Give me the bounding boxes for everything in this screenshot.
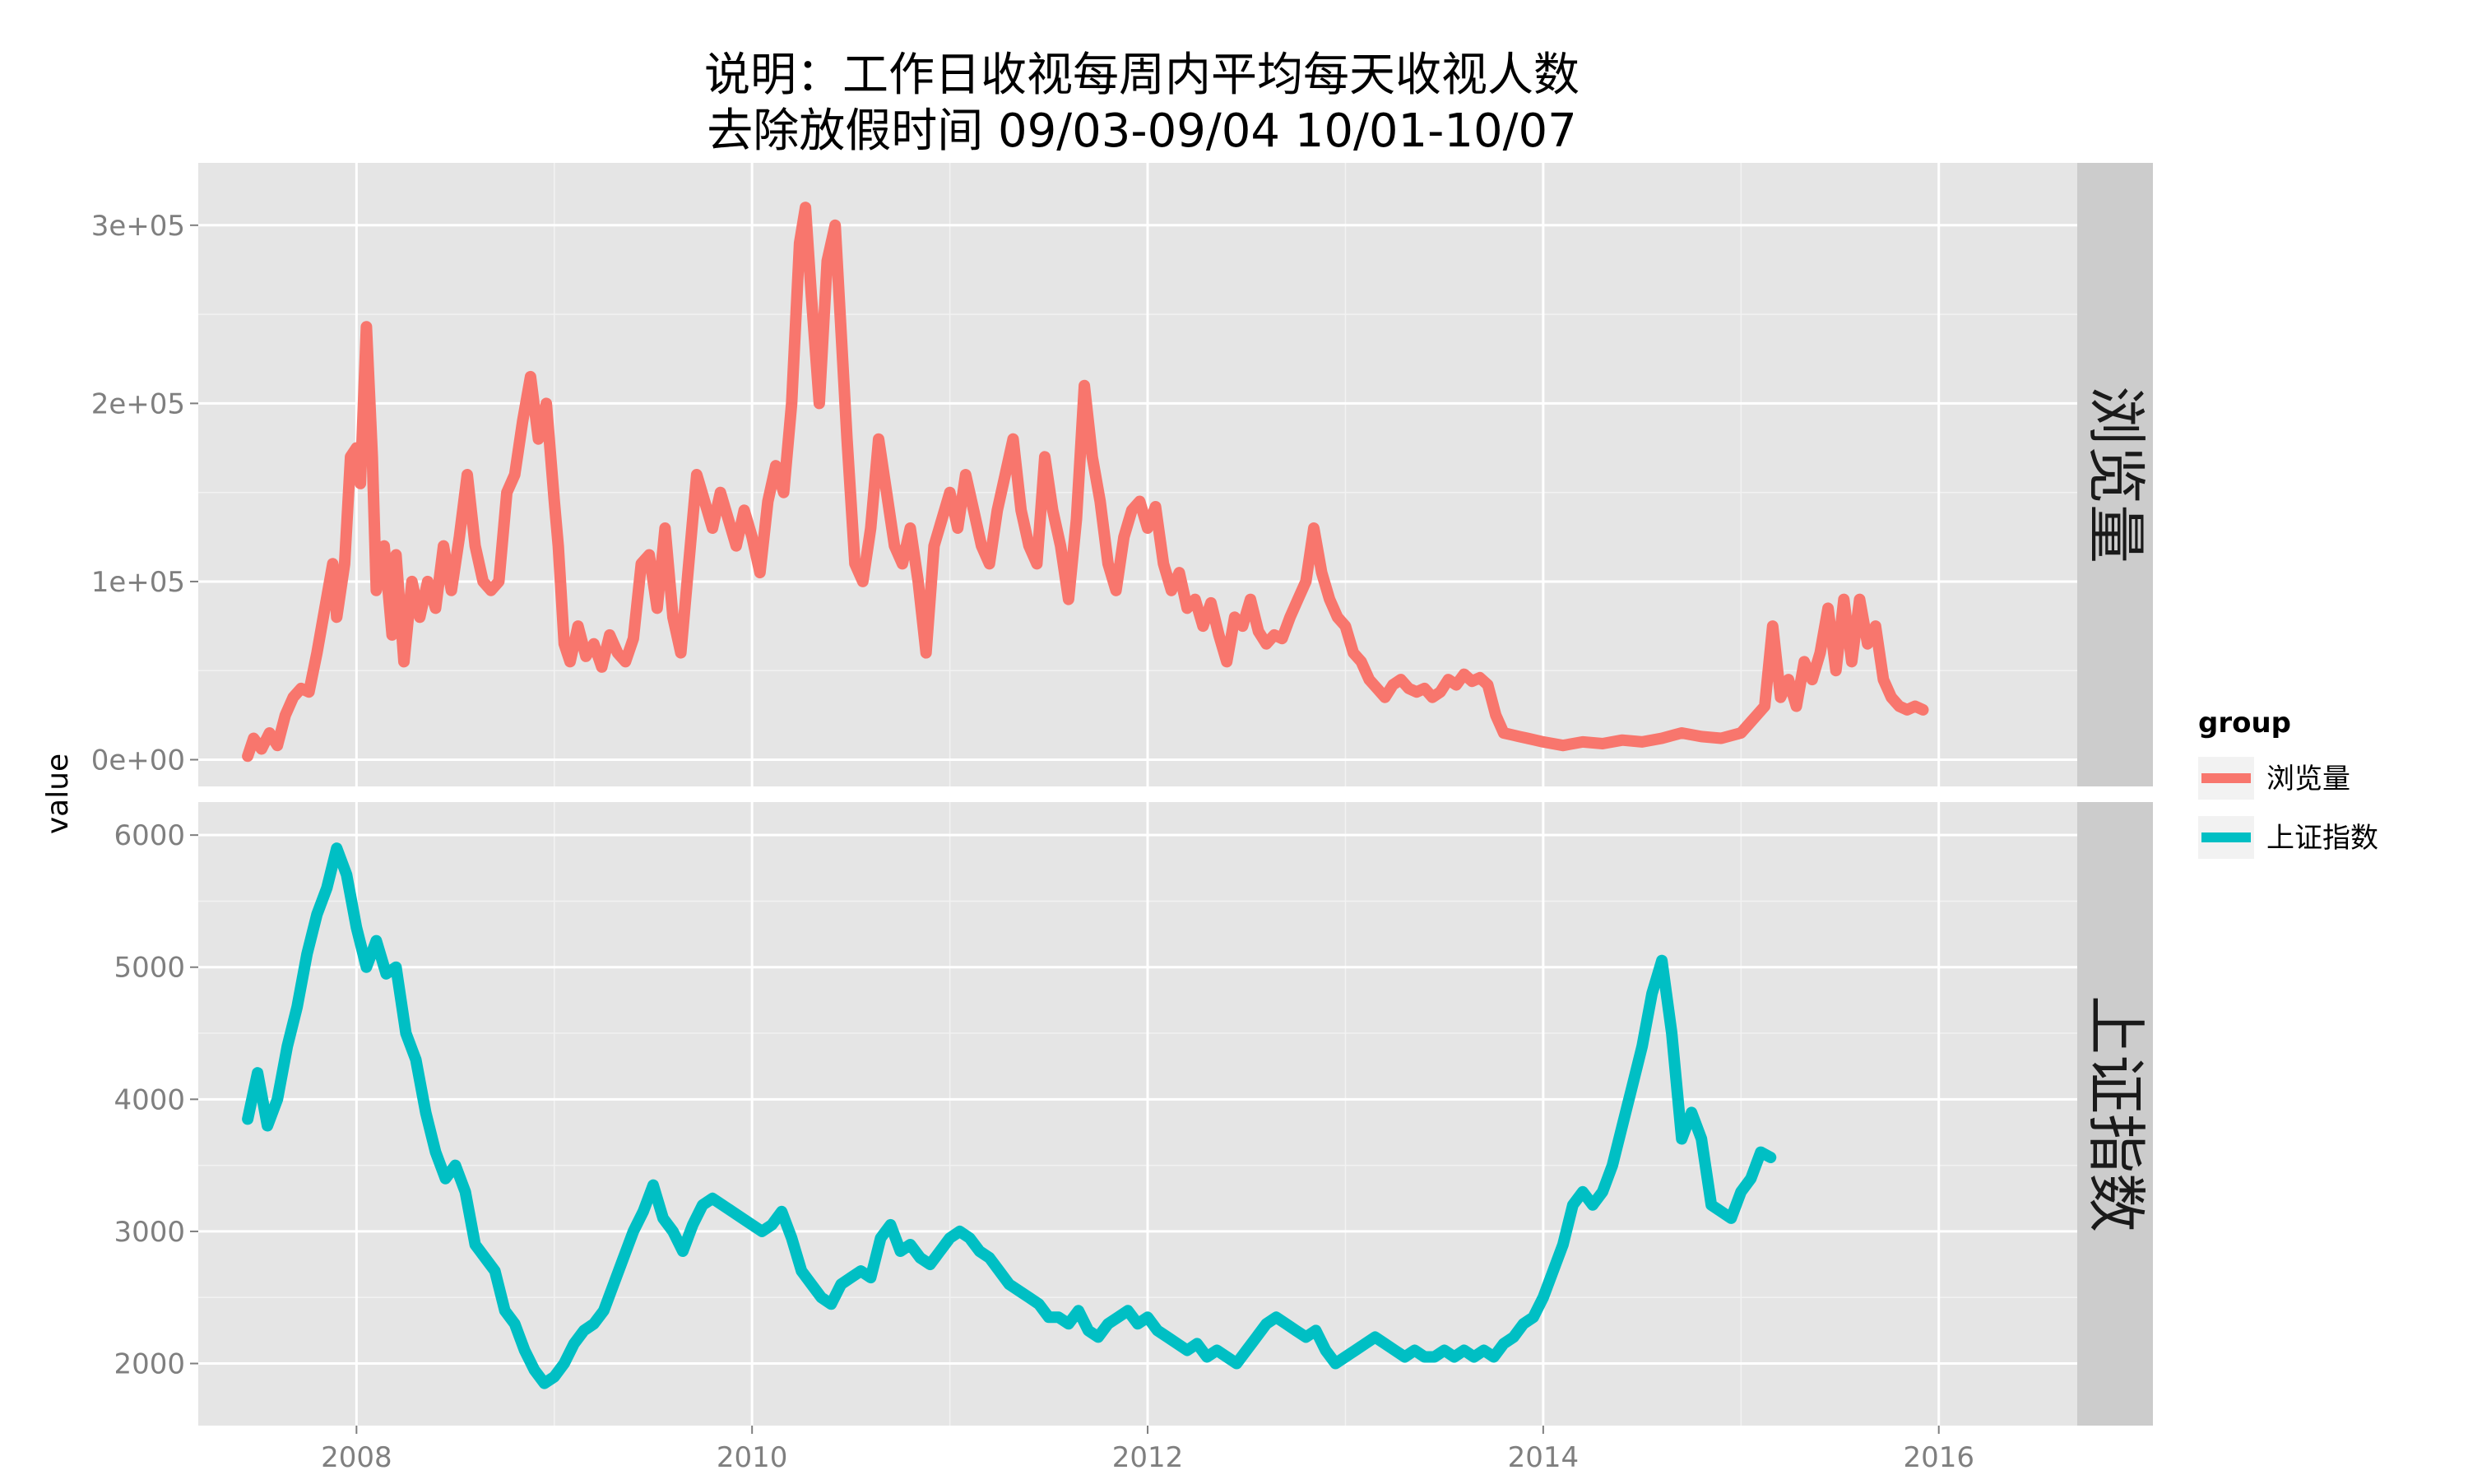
- panel-1: 0e+00 1e+05 2e+05 3e+05 浏览量: [91, 163, 2153, 786]
- y-tick-label: 0e+00: [91, 744, 185, 777]
- legend-item: 浏览量: [2198, 757, 2350, 800]
- y-tick-label: 6000: [114, 819, 185, 852]
- facet-strip-label: 上证指数: [2081, 995, 2150, 1232]
- x-tick-label: 2010: [717, 1441, 788, 1474]
- y-tick-label: 4000: [114, 1083, 185, 1116]
- legend-label: 浏览量: [2266, 763, 2350, 795]
- x-tick-label: 2016: [1903, 1441, 1974, 1474]
- legend-label: 上证指数: [2266, 822, 2378, 855]
- facet-panels: 0e+00 1e+05 2e+05 3e+05 浏览量 2000 3000 4000 5000 6…: [91, 163, 2153, 1426]
- series-line-2: [242, 842, 1777, 1389]
- y-tick-label: 3000: [114, 1216, 185, 1249]
- facet-strip: [2077, 163, 2153, 786]
- x-axis: 2008 2010 2012 2014 2016: [321, 1426, 1974, 1474]
- legend-title: group: [2198, 707, 2291, 740]
- facet-strip-label: 浏览量: [2081, 386, 2150, 563]
- panel-background: [198, 802, 2077, 1426]
- panel-2: 2000 3000 4000 5000 6000 上证指数: [114, 802, 2153, 1426]
- y-axis-label: value: [41, 754, 75, 834]
- x-tick-label: 2008: [321, 1441, 392, 1474]
- facet-strip: [2077, 802, 2153, 1426]
- y-tick-label: 3e+05: [91, 210, 185, 243]
- series-line-1: [242, 202, 1929, 763]
- chart-title-line-1: 说明：工作日收视每周内平均每天收视人数: [704, 49, 1580, 102]
- y-tick-label: 2000: [114, 1348, 185, 1381]
- legend-item: 上证指数: [2198, 816, 2378, 859]
- chart-title-line-2: 去除放假时间 09/03-09/04 10/01-10/07: [707, 104, 1577, 158]
- x-tick-label: 2012: [1112, 1441, 1184, 1474]
- x-tick-label: 2014: [1508, 1441, 1580, 1474]
- chart-title: 说明：工作日收视每周内平均每天收视人数 去除放假时间 09/03-09/04 1…: [704, 49, 1580, 158]
- y-tick-label: 1e+05: [91, 566, 185, 599]
- y-tick-label: 2e+05: [91, 387, 185, 420]
- y-tick-label: 5000: [114, 952, 185, 985]
